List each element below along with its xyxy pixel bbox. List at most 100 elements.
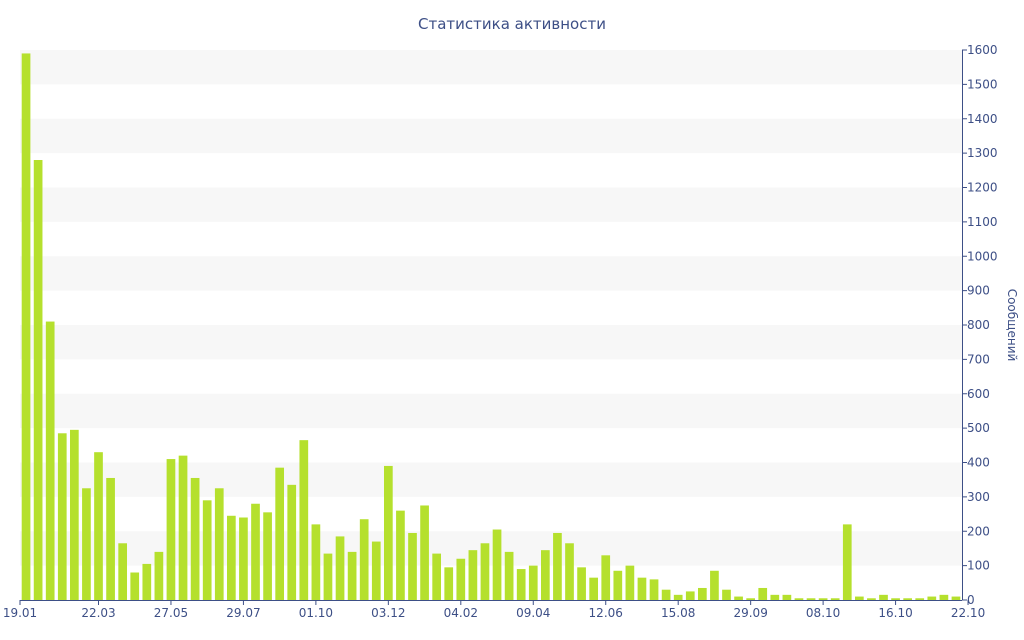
bar[interactable] (94, 452, 103, 600)
bar[interactable] (420, 505, 429, 600)
bar[interactable] (299, 440, 309, 600)
bar[interactable] (685, 591, 695, 600)
y-axis-ticks: 0 100 200 300 400 500 600 700 800 900 1000 1100 1200… (962, 43, 998, 607)
bar[interactable] (867, 598, 876, 600)
x-tick-label: 04.02 (444, 606, 478, 620)
bar[interactable] (214, 488, 224, 600)
bar[interactable] (528, 565, 538, 601)
bar[interactable] (649, 579, 659, 601)
bar[interactable] (82, 488, 91, 600)
bar[interactable] (577, 567, 586, 600)
x-tick-label: 15.08 (661, 606, 695, 620)
bar[interactable] (818, 598, 828, 600)
bar[interactable] (734, 596, 743, 600)
bar[interactable] (661, 589, 671, 600)
grid-band (20, 462, 962, 497)
y-tick-label: 700 (967, 352, 990, 366)
grid-band (20, 256, 962, 291)
bar[interactable] (287, 484, 297, 600)
bar[interactable] (625, 565, 635, 601)
x-tick-label: 01.10 (299, 606, 333, 620)
bar[interactable] (106, 477, 115, 600)
bar[interactable] (492, 529, 502, 600)
bar[interactable] (154, 551, 164, 601)
bar[interactable] (21, 53, 31, 600)
bar[interactable] (939, 594, 949, 600)
bar[interactable] (601, 555, 611, 600)
bar[interactable] (879, 594, 888, 600)
bar[interactable] (782, 594, 792, 600)
bar[interactable] (613, 570, 623, 600)
bar[interactable] (444, 567, 454, 600)
bar[interactable] (384, 465, 393, 600)
grid-band (20, 325, 962, 360)
bar[interactable] (565, 543, 574, 600)
bar[interactable] (178, 455, 188, 601)
bar[interactable] (275, 467, 285, 600)
bar[interactable] (794, 598, 804, 600)
grid-band (20, 118, 962, 154)
bar[interactable] (239, 517, 248, 601)
bar[interactable] (130, 572, 140, 601)
y-tick-label: 900 (967, 284, 990, 298)
bar[interactable] (903, 598, 913, 600)
bar[interactable] (57, 433, 67, 600)
bar[interactable] (227, 515, 236, 600)
y-tick-label: 1400 (967, 112, 998, 126)
bar[interactable] (323, 553, 333, 600)
bar[interactable] (673, 594, 683, 600)
bar[interactable] (335, 536, 345, 600)
y-tick-label: 500 (967, 421, 990, 435)
bar[interactable] (118, 543, 128, 600)
bar[interactable] (589, 577, 599, 600)
bar[interactable] (456, 558, 466, 600)
bar[interactable] (915, 598, 925, 600)
bar[interactable] (770, 594, 780, 600)
bar[interactable] (371, 541, 381, 600)
bar[interactable] (698, 587, 707, 600)
bar[interactable] (722, 589, 731, 600)
bar[interactable] (70, 429, 79, 600)
y-tick-label: 200 (967, 524, 990, 538)
bar[interactable] (359, 519, 369, 600)
bar[interactable] (251, 503, 260, 600)
bar[interactable] (710, 570, 719, 600)
bar[interactable] (842, 524, 852, 601)
x-tick-label: 16.10 (878, 606, 912, 620)
bar[interactable] (927, 596, 937, 600)
bar[interactable] (951, 596, 961, 600)
bar[interactable] (891, 598, 900, 600)
bar[interactable] (190, 477, 200, 600)
bar[interactable] (311, 524, 321, 601)
x-tick-label: 12.06 (589, 606, 623, 620)
bar[interactable] (746, 598, 756, 600)
bar[interactable] (468, 550, 478, 600)
bar[interactable] (166, 459, 176, 600)
bar[interactable] (45, 321, 55, 600)
bar[interactable] (480, 543, 490, 600)
x-tick-label: 19.01 (3, 606, 37, 620)
y-tick-label: 100 (967, 559, 990, 573)
bar[interactable] (637, 577, 647, 600)
bar[interactable] (347, 551, 357, 601)
bar[interactable] (142, 563, 152, 600)
bar[interactable] (806, 598, 816, 600)
bar[interactable] (432, 553, 442, 600)
bar[interactable] (516, 569, 526, 600)
bar[interactable] (541, 550, 550, 600)
bar[interactable] (263, 512, 272, 600)
x-tick-label: 29.09 (733, 606, 767, 620)
bar[interactable] (504, 551, 514, 601)
y-tick-label: 1300 (967, 146, 998, 160)
bar[interactable] (758, 587, 768, 600)
bar[interactable] (830, 598, 840, 600)
bar[interactable] (396, 510, 405, 601)
bar[interactable] (408, 532, 417, 600)
bar[interactable] (202, 500, 212, 600)
grid-band (20, 187, 962, 222)
bar[interactable] (553, 532, 562, 600)
grid-bands (20, 50, 962, 566)
bar[interactable] (855, 596, 864, 600)
x-tick-label: 22.03 (81, 606, 115, 620)
bar[interactable] (33, 160, 43, 600)
